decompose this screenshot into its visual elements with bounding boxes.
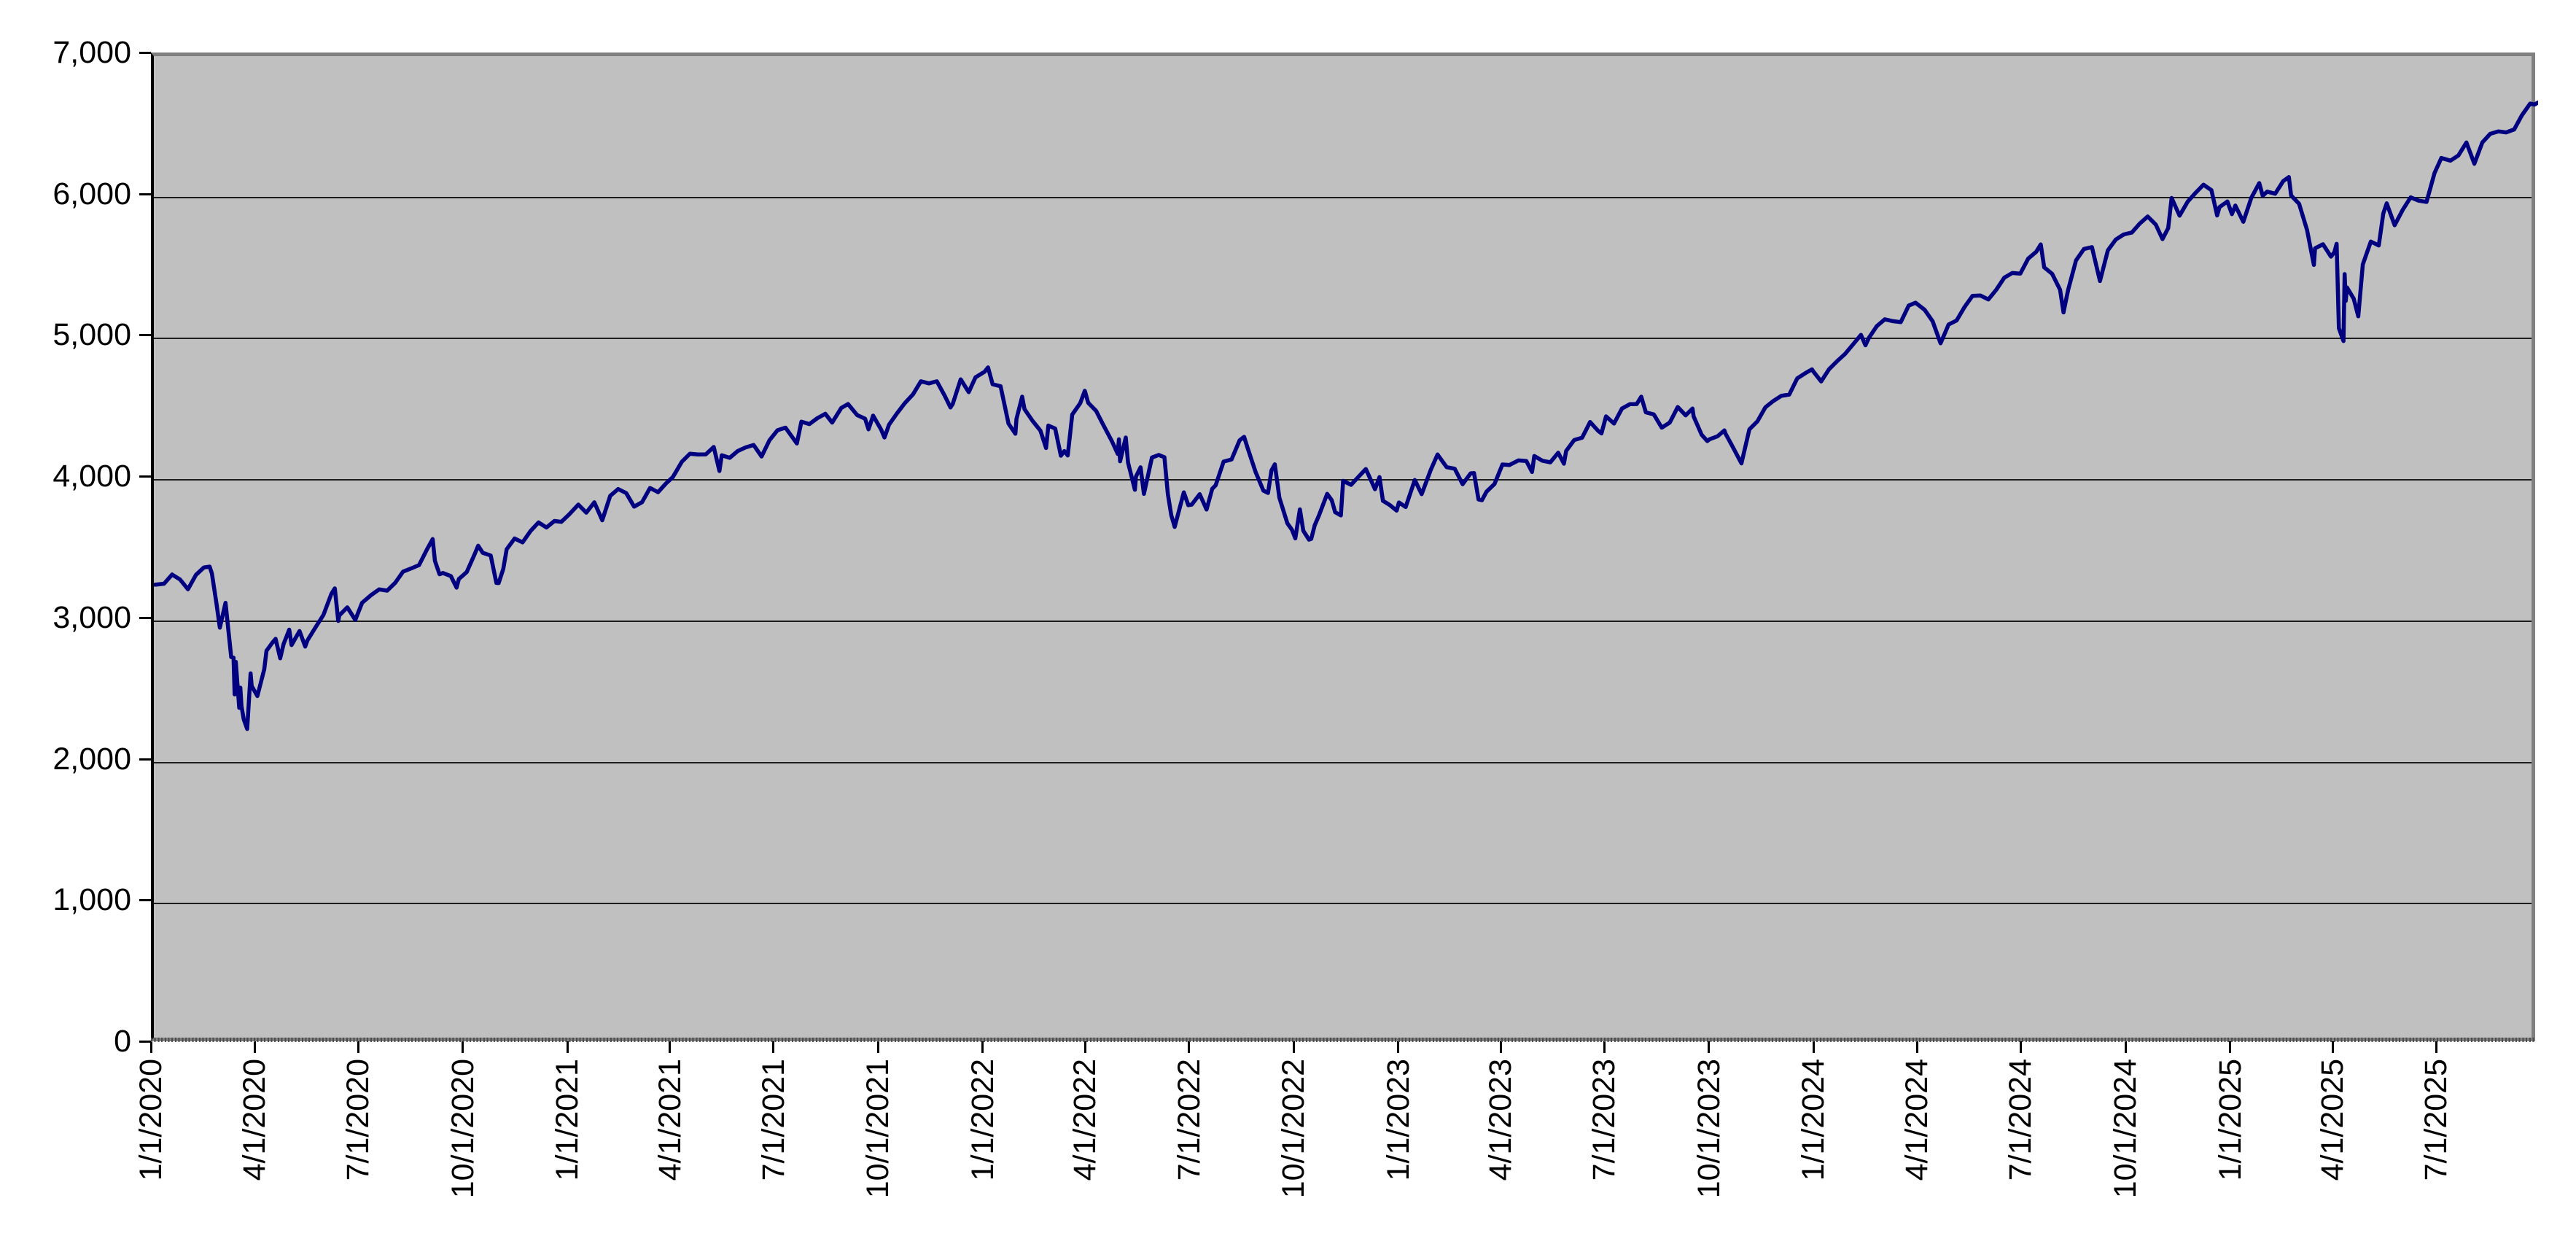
x-axis-label: 7/1/2025 [2419, 1059, 2454, 1181]
x-axis-tick [2331, 1041, 2334, 1053]
gridline-2000 [154, 761, 2532, 763]
x-axis-minor-ticks [151, 1038, 2535, 1042]
x-axis-tick [2435, 1041, 2437, 1053]
x-axis-tick [566, 1041, 569, 1053]
x-axis-tick [1603, 1041, 1606, 1053]
y-axis-tick [139, 475, 151, 478]
y-axis-tick [139, 758, 151, 761]
x-axis-label: 4/1/2020 [237, 1059, 273, 1181]
gridline-6000 [154, 196, 2532, 198]
x-axis-label: 7/1/2020 [341, 1059, 376, 1181]
x-axis-label: 10/1/2023 [1691, 1059, 1727, 1199]
x-axis-label: 4/1/2024 [1899, 1059, 1935, 1181]
x-axis-tick [1292, 1041, 1295, 1053]
x-axis-tick [357, 1041, 359, 1053]
y-axis-label: 5,000 [52, 317, 131, 353]
price-line-series [154, 100, 2538, 731]
y-axis-tick [139, 899, 151, 902]
gridline-1000 [154, 903, 2532, 905]
gridline-3000 [154, 620, 2532, 622]
x-axis-label: 7/1/2022 [1171, 1059, 1207, 1181]
x-axis-tick [876, 1041, 879, 1053]
x-axis-tick [2229, 1041, 2232, 1053]
y-axis-tick [139, 616, 151, 619]
x-axis-label: 4/1/2022 [1067, 1059, 1103, 1181]
y-axis-label: 2,000 [52, 741, 131, 777]
x-axis-tick [981, 1041, 984, 1053]
y-axis-label: 0 [114, 1024, 131, 1059]
y-axis-label: 1,000 [52, 882, 131, 918]
x-axis-label: 1/1/2021 [550, 1059, 585, 1181]
x-axis-label: 7/1/2021 [755, 1059, 791, 1181]
series-svg [154, 100, 2538, 731]
x-axis-label: 4/1/2021 [652, 1059, 688, 1181]
x-axis-tick [1083, 1041, 1086, 1053]
x-axis-label: 1/1/2024 [1796, 1059, 1832, 1181]
x-axis-tick [253, 1041, 256, 1053]
x-axis-tick [1915, 1041, 1918, 1053]
x-axis-label: 10/1/2024 [2108, 1059, 2144, 1199]
y-axis-tick [139, 1041, 151, 1043]
y-axis-label: 4,000 [52, 459, 131, 494]
x-axis-tick [1397, 1041, 1400, 1053]
x-axis-label: 1/1/2022 [965, 1059, 1000, 1181]
x-axis-tick [1708, 1041, 1711, 1053]
x-axis-label: 7/1/2024 [2003, 1059, 2039, 1181]
y-axis-label: 3,000 [52, 599, 131, 635]
x-axis-tick [2019, 1041, 2022, 1053]
y-axis-tick [139, 193, 151, 195]
x-axis-tick [1812, 1041, 1815, 1053]
y-axis-tick [139, 52, 151, 54]
x-axis-label: 10/1/2022 [1276, 1059, 1312, 1199]
x-axis-label: 1/1/2025 [2212, 1059, 2248, 1181]
x-axis-label: 7/1/2023 [1587, 1059, 1622, 1181]
x-axis-tick [2124, 1041, 2127, 1053]
y-axis-label: 7,000 [52, 35, 131, 70]
x-axis-tick [669, 1041, 672, 1053]
x-axis-tick [1499, 1041, 1502, 1053]
x-axis-label: 10/1/2020 [445, 1059, 480, 1199]
x-axis-label: 4/1/2025 [2315, 1059, 2351, 1181]
x-axis-label: 1/1/2020 [133, 1059, 168, 1181]
x-axis-tick [772, 1041, 775, 1053]
y-axis-tick [139, 334, 151, 337]
x-axis-label: 10/1/2021 [860, 1059, 896, 1199]
x-axis-tick [462, 1041, 464, 1053]
plot-area [151, 53, 2538, 1041]
x-axis-label: 1/1/2023 [1380, 1059, 1416, 1181]
x-axis-label: 4/1/2023 [1483, 1059, 1519, 1181]
y-axis-label: 6,000 [52, 176, 131, 211]
x-axis-tick [149, 1041, 152, 1053]
gridline-5000 [154, 338, 2532, 340]
x-axis-tick [1188, 1041, 1190, 1053]
